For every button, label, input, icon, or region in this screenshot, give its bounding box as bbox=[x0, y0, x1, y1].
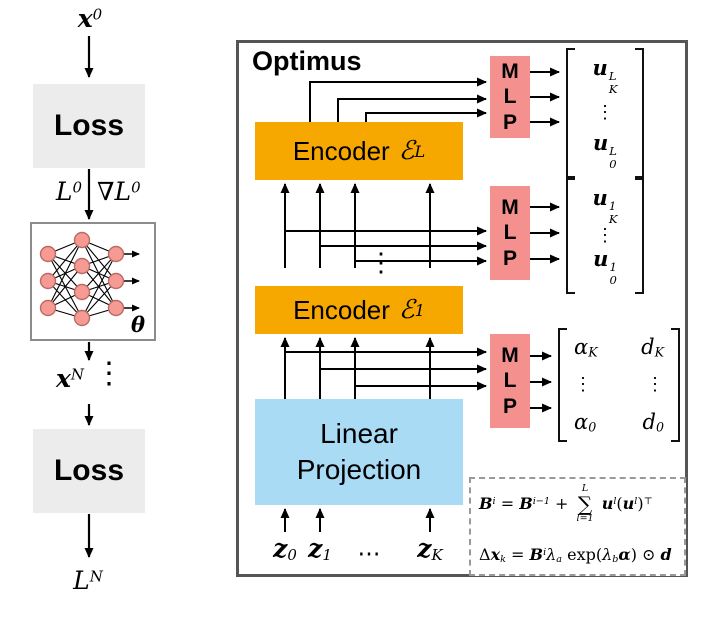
encoder-L-box: Encoder ℰ L bbox=[255, 122, 463, 180]
encoder-label: Encoder bbox=[292, 135, 390, 166]
neural-network-icon bbox=[39, 231, 140, 327]
mlp-letter: P bbox=[502, 110, 517, 134]
script-E-symbol: ℰ bbox=[398, 136, 415, 166]
iteration-dots: ⋮ bbox=[94, 356, 124, 391]
vector-dots: ⋮ bbox=[574, 374, 592, 395]
vector-entry: d0 bbox=[642, 410, 664, 435]
linear-projection-box: Linear Projection bbox=[255, 399, 463, 505]
xN-label: xN bbox=[55, 364, 85, 393]
vector-entry: α0 bbox=[574, 410, 597, 435]
step-equation: Δxk = Biλa exp(λbα) ⊙ d bbox=[479, 545, 672, 565]
loss-box-top: Loss bbox=[33, 84, 145, 168]
theta-label: θ bbox=[130, 312, 145, 337]
mlp-letter: M bbox=[501, 195, 519, 219]
encoder-label: Encoder bbox=[293, 294, 390, 325]
output-vector-bottom: αK dK ⋮ ⋮ α0 d0 bbox=[558, 328, 680, 442]
summation-symbol: L ∑ l=1 bbox=[576, 483, 594, 525]
mlp-letter: L bbox=[503, 369, 517, 393]
mlp-letter: M bbox=[501, 59, 519, 83]
matrix-update-equation: Bi = Bi−1 + L ∑ l=1 ul(ul)⊤ bbox=[479, 483, 653, 525]
input-z0-label: z0 bbox=[273, 534, 297, 564]
vector-entry: αK bbox=[574, 335, 598, 360]
mlp-letter: L bbox=[503, 85, 517, 109]
vector-entry: dK bbox=[641, 335, 664, 360]
grad-L0-label: ∇L0 bbox=[97, 177, 141, 206]
L0-label: L0 bbox=[55, 177, 82, 206]
mlp-box-top: M L P bbox=[490, 56, 530, 138]
input-z1-label: z1 bbox=[308, 534, 332, 564]
mlp-letter: L bbox=[503, 221, 517, 245]
encoder-1-box: Encoder ℰ 1 bbox=[255, 286, 463, 334]
LN-label: LN bbox=[73, 566, 103, 595]
equations-box bbox=[469, 477, 686, 576]
mlp-box-bottom: M L P bbox=[490, 334, 530, 428]
loss-box-bottom: Loss bbox=[33, 429, 145, 513]
mlp-letter: P bbox=[502, 394, 517, 418]
x0-label: x0 bbox=[77, 4, 103, 33]
encoder-subscript: L bbox=[414, 141, 426, 161]
panel-title: Optimus bbox=[252, 46, 362, 76]
projection-label-line2: Projection bbox=[296, 454, 422, 485]
input-dots: ⋯ bbox=[357, 541, 381, 567]
loss-label: Loss bbox=[53, 109, 125, 142]
projection-label-line1: Linear bbox=[320, 417, 398, 449]
mlp-box-middle: M L P bbox=[490, 186, 530, 280]
loss-label: Loss bbox=[53, 454, 125, 487]
layer-dots: ⋮ bbox=[368, 248, 394, 278]
mlp-letter: M bbox=[501, 343, 519, 367]
vector-dots: ⋮ bbox=[646, 374, 664, 395]
mlp-letter: P bbox=[502, 246, 517, 270]
encoder-subscript: 1 bbox=[414, 300, 425, 320]
vector-dots: ⋮ bbox=[596, 225, 614, 246]
input-zK-label: zK bbox=[417, 534, 443, 564]
script-E-symbol: ℰ bbox=[398, 295, 415, 325]
vector-dots: ⋮ bbox=[596, 102, 614, 123]
optimizer-network-box: θ bbox=[30, 222, 156, 341]
